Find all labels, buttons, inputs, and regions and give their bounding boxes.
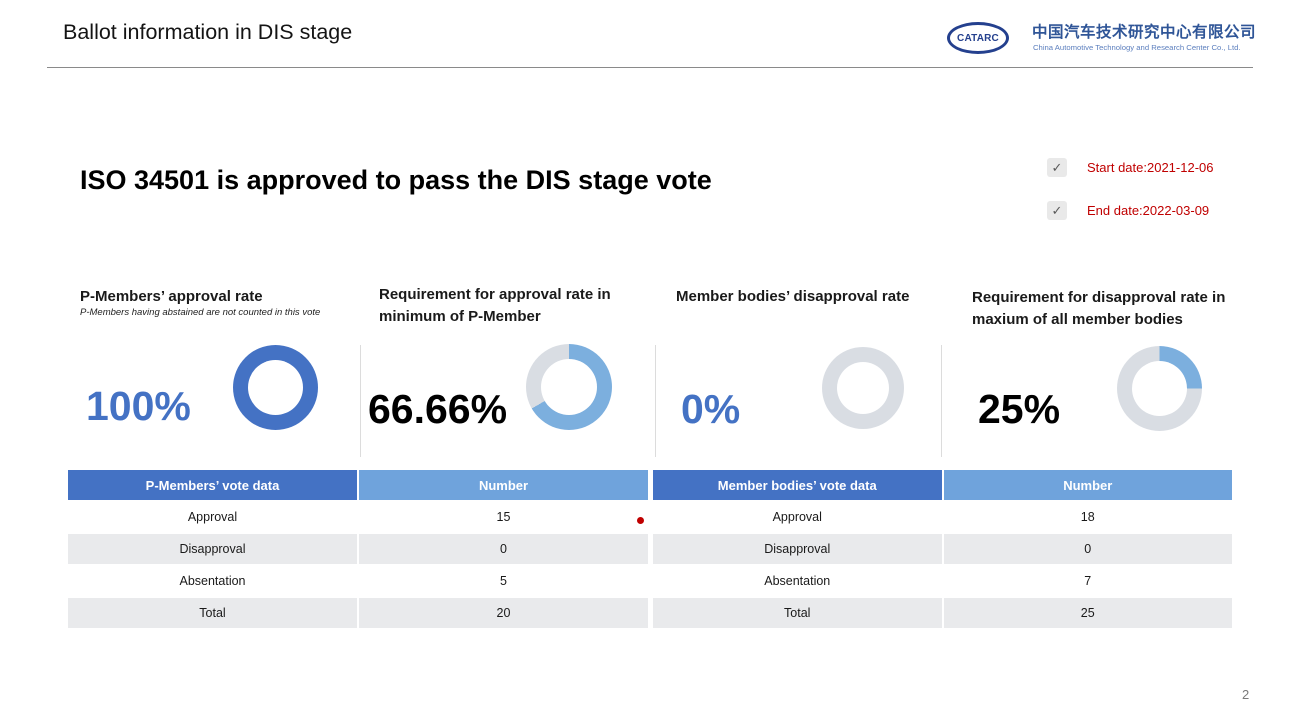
section-divider: [360, 345, 361, 457]
laser-pointer-dot: [637, 517, 644, 524]
table-header-cell: Number: [359, 470, 648, 500]
table-cell-label: Approval: [653, 502, 942, 532]
stat-title-member-disapproval: Member bodies’ disapproval rate: [676, 288, 910, 305]
stat-title-approval-requirement: Requirement for approval rate in minimum…: [379, 286, 611, 325]
table-cell-label: Total: [68, 598, 357, 628]
stat-value-0-percent: 0%: [681, 386, 741, 432]
start-date-checkbox[interactable]: ✓: [1047, 158, 1067, 177]
table-header-cell: P-Members’ vote data: [68, 470, 357, 500]
p-members-vote-table: P-Members’ vote data Number Approval 15 …: [68, 470, 648, 628]
stat-title-disapproval-requirement: Requirement for disapproval rate in maxi…: [972, 289, 1226, 328]
section-divider: [941, 345, 942, 457]
donut-chart-disapproval-rate: [822, 347, 904, 429]
check-icon: ✓: [1051, 202, 1063, 218]
table-cell-value: 7: [943, 566, 1232, 596]
table-cell-value: 20: [359, 598, 648, 628]
table-cell-value: 0: [359, 534, 648, 564]
table-cell-label: Absentation: [653, 566, 942, 596]
donut-chart-disapproval-requirement: [1117, 346, 1202, 431]
end-date-checkbox[interactable]: ✓: [1047, 201, 1067, 220]
member-bodies-vote-table: Member bodies’ vote data Number Approval…: [653, 470, 1232, 628]
catarc-logo-icon: CATARC: [947, 22, 1009, 54]
table-cell-label: Absentation: [68, 566, 357, 596]
table-cell-value: 15: [359, 502, 648, 532]
table-cell-label: Disapproval: [68, 534, 357, 564]
donut-chart-approval-rate: [233, 345, 318, 430]
stat-subtitle-abstained-note: P-Members having abstained are not count…: [80, 307, 321, 318]
start-date-label: Start date:2021-12-06: [1087, 160, 1214, 175]
stat-value-25-percent: 25%: [978, 386, 1061, 432]
table-cell-value: 5: [359, 566, 648, 596]
table-cell-value: 25: [943, 598, 1232, 628]
table-header-cell: Number: [943, 470, 1232, 500]
check-icon: ✓: [1051, 159, 1063, 175]
company-name-chinese: 中国汽车技术研究中心有限公司: [1032, 24, 1257, 41]
table-cell-label: Disapproval: [653, 534, 942, 564]
company-name-english: China Automotive Technology and Research…: [1033, 43, 1241, 52]
header-divider: [47, 67, 1253, 68]
table-cell-label: Approval: [68, 502, 357, 532]
slide-headline: ISO 34501 is approved to pass the DIS st…: [80, 165, 712, 195]
page-title: Ballot information in DIS stage: [63, 20, 353, 44]
table-cell-label: Total: [653, 598, 942, 628]
stat-value-66-66-percent: 66.66%: [368, 386, 508, 432]
stat-title-p-members-approval: P-Members’ approval rate: [80, 288, 263, 305]
end-date-row: ✓ End date:2022-03-09: [1047, 201, 1209, 220]
donut-chart-approval-requirement: [526, 344, 612, 430]
section-divider: [655, 345, 656, 457]
table-cell-value: 0: [943, 534, 1232, 564]
table-header-cell: Member bodies’ vote data: [653, 470, 942, 500]
logo-badge-text: CATARC: [957, 32, 999, 44]
table-cell-value: 18: [943, 502, 1232, 532]
company-logo: CATARC 中国汽车技术研究中心有限公司 China Automotive T…: [945, 18, 1257, 60]
end-date-label: End date:2022-03-09: [1087, 203, 1210, 218]
start-date-row: ✓ Start date:2021-12-06: [1047, 158, 1213, 177]
page-number: 2: [1242, 687, 1250, 702]
stat-value-100-percent: 100%: [86, 383, 191, 429]
